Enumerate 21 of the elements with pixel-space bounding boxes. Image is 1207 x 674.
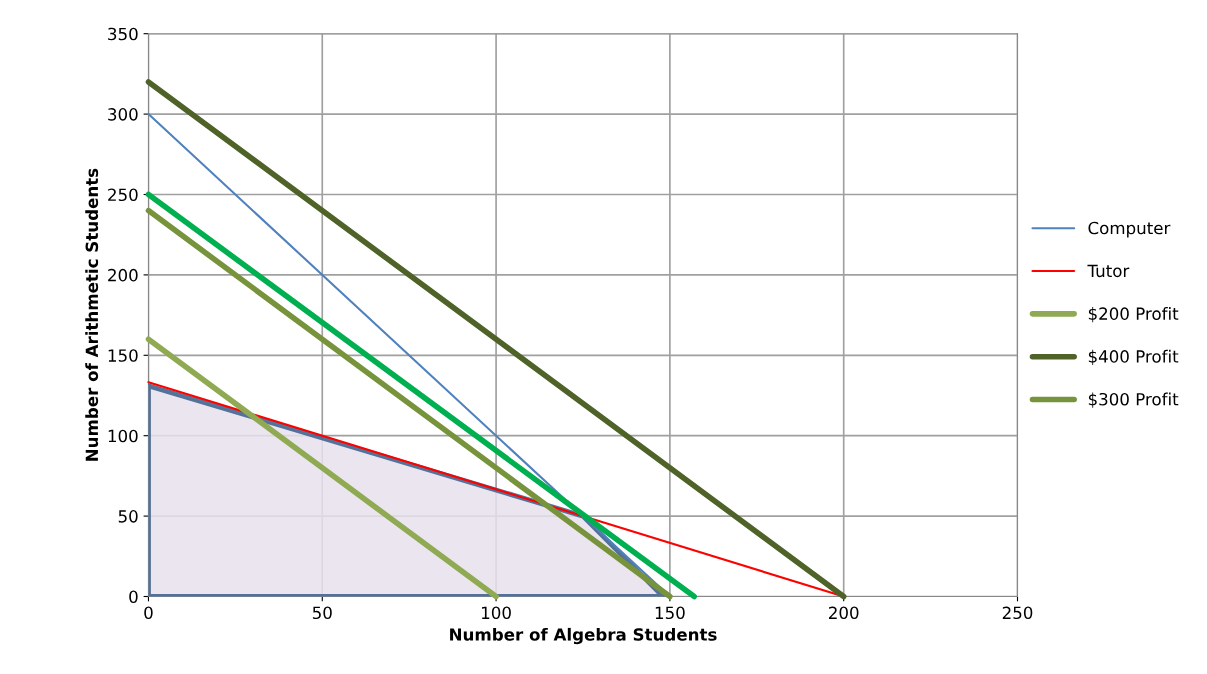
x-tick-label: 0	[144, 606, 153, 620]
legend-label: Computer	[1088, 221, 1171, 238]
y-tick-label: 250	[108, 188, 138, 202]
y-tick-label: 300	[108, 108, 138, 121]
y-tick-label: 50	[118, 510, 138, 523]
y-tick-label: 100	[108, 429, 138, 443]
legend-label: $400 Profit	[1088, 349, 1179, 365]
x-tick-label: 200	[829, 606, 859, 620]
x-tick-label: 100	[482, 606, 511, 620]
legend-label: Tutor	[1087, 264, 1130, 278]
y-tick-label: 0	[129, 590, 138, 604]
y-tick-label: 150	[108, 349, 138, 362]
y-axis-title: Number of Arithmetic Students	[85, 168, 99, 461]
legend-label: $300 Profit	[1088, 392, 1179, 408]
x-tick-label: 50	[312, 606, 332, 620]
y-tick-label: 350	[108, 27, 138, 41]
x-axis-title: Number of Algebra Students	[450, 627, 717, 645]
y-tick-label: 200	[108, 268, 138, 282]
x-tick-label: 250	[1002, 606, 1033, 620]
x-tick-label: 150	[655, 606, 685, 620]
legend-label: $200 Profit	[1088, 307, 1179, 323]
